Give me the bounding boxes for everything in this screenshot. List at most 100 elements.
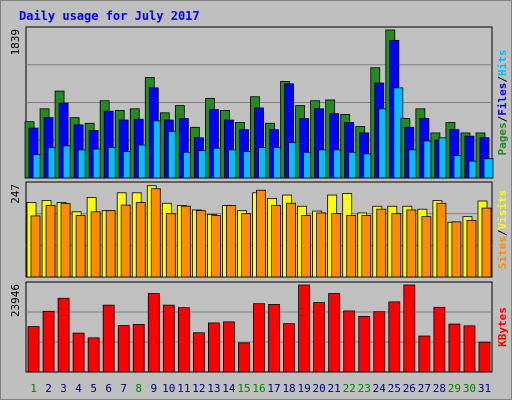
x-tick-label-day-10: 10 xyxy=(162,382,175,395)
x-tick-label-day-26: 26 xyxy=(403,382,416,395)
bottom-bar-kbytes-day-15 xyxy=(238,342,250,373)
middle-bar-sites-day-16 xyxy=(256,189,266,278)
middle-bar-sites-day-3 xyxy=(60,203,71,278)
x-tick-label-day-20: 20 xyxy=(313,382,326,395)
bottom-bar-kbytes-day-13 xyxy=(208,322,220,373)
middle-bar-sites-day-11 xyxy=(180,205,191,278)
middle-legend: Sites/Visits xyxy=(496,190,509,270)
x-tick-label-day-8: 8 xyxy=(135,382,142,395)
x-tick-label-day-31: 31 xyxy=(478,382,491,395)
x-tick-label-day-19: 19 xyxy=(297,382,310,395)
x-tick-label-day-21: 21 xyxy=(328,382,341,395)
bottom-bar-kbytes-day-23 xyxy=(358,316,371,373)
bottom-bar-kbytes-day-14 xyxy=(223,321,235,373)
bottom-bar-kbytes-day-12 xyxy=(192,332,205,373)
bottom-legend: KBytes xyxy=(496,307,509,347)
bottom-bar-kbytes-day-30 xyxy=(463,325,476,373)
bottom-legend-item: KBytes xyxy=(496,307,509,347)
x-tick-label-day-15: 15 xyxy=(237,382,250,395)
middle-bar-sites-day-7 xyxy=(120,204,131,278)
x-tick-label-day-24: 24 xyxy=(373,382,387,395)
bottom-bar-kbytes-day-16 xyxy=(253,303,265,373)
x-tick-label-day-1: 1 xyxy=(30,382,37,395)
bottom-bar-kbytes-day-9 xyxy=(147,293,160,373)
x-tick-label-day-6: 6 xyxy=(105,382,112,395)
bottom-bar-kbytes-day-5 xyxy=(87,337,100,373)
top-legend-item: / xyxy=(496,76,509,83)
middle-bar-sites-day-2 xyxy=(45,205,56,278)
x-tick-label-day-11: 11 xyxy=(177,382,190,395)
middle-bar-sites-day-5 xyxy=(90,211,101,278)
middle-bar-sites-day-22 xyxy=(346,215,357,278)
x-tick-label-day-9: 9 xyxy=(150,382,157,395)
x-tick-label-day-16: 16 xyxy=(252,382,265,395)
top-legend-item: Files xyxy=(496,83,509,116)
bottom-bar-kbytes-day-11 xyxy=(177,307,190,373)
middle-bar-sites-day-18 xyxy=(286,202,296,278)
middle-bar-sites-day-24 xyxy=(376,208,387,278)
bottom-bar-kbytes-day-7 xyxy=(117,325,130,373)
middle-bar-sites-day-20 xyxy=(316,212,327,278)
middle-bar-sites-day-19 xyxy=(301,215,311,278)
middle-bar-sites-day-28 xyxy=(436,202,447,278)
top-legend-item: Hits xyxy=(496,50,509,77)
bottom-bar-kbytes-day-20 xyxy=(313,302,326,373)
top-legend-item: Pages xyxy=(496,122,509,155)
middle-max-label: 247 xyxy=(9,184,22,204)
middle-bar-sites-day-14 xyxy=(226,205,236,278)
bottom-bar-kbytes-day-25 xyxy=(388,301,401,373)
bottom-bar-kbytes-day-4 xyxy=(72,332,85,373)
middle-legend-item: / xyxy=(496,229,509,236)
x-tick-label-day-14: 14 xyxy=(222,382,236,395)
x-tick-label-day-17: 17 xyxy=(267,382,280,395)
bottom-bar-kbytes-day-27 xyxy=(418,335,431,373)
middle-bar-sites-day-4 xyxy=(75,215,86,278)
x-tick-label-day-2: 2 xyxy=(45,382,52,395)
middle-legend-item: Visits xyxy=(496,190,509,230)
bottom-bar-kbytes-day-2 xyxy=(42,310,55,373)
middle-bar-sites-day-27 xyxy=(421,216,432,278)
middle-bar-sites-day-6 xyxy=(105,210,116,278)
bottom-bar-kbytes-day-6 xyxy=(102,304,115,373)
x-tick-label-day-28: 28 xyxy=(433,382,446,395)
bottom-bar-kbytes-day-28 xyxy=(433,306,446,373)
x-tick-label-day-18: 18 xyxy=(282,382,295,395)
bottom-bar-kbytes-day-29 xyxy=(448,323,461,373)
middle-bar-sites-day-29 xyxy=(451,221,462,278)
bottom-bar-kbytes-day-8 xyxy=(132,324,145,373)
middle-bar-sites-day-1 xyxy=(30,215,41,278)
middle-bar-sites-day-12 xyxy=(195,210,206,278)
top-max-label: 1839 xyxy=(9,29,22,56)
bottom-bar-kbytes-day-3 xyxy=(57,297,70,373)
middle-bar-sites-day-10 xyxy=(165,213,176,278)
x-tick-label-day-25: 25 xyxy=(388,382,401,395)
middle-bar-sites-day-31 xyxy=(481,207,492,278)
chart-title: Daily usage for July 2017 xyxy=(19,9,200,23)
x-tick-label-day-12: 12 xyxy=(192,382,205,395)
middle-bar-sites-day-26 xyxy=(406,209,417,278)
middle-bar-sites-day-25 xyxy=(391,213,402,278)
bottom-bar-kbytes-day-1 xyxy=(27,326,40,373)
bottom-bar-kbytes-day-22 xyxy=(343,310,356,373)
middle-bar-sites-day-17 xyxy=(271,205,281,278)
middle-bar-sites-day-8 xyxy=(135,202,146,278)
x-tick-label-day-7: 7 xyxy=(120,382,127,395)
middle-bar-sites-day-23 xyxy=(361,215,372,278)
middle-bar-sites-day-9 xyxy=(150,188,161,278)
x-tick-label-day-3: 3 xyxy=(60,382,67,395)
middle-bar-sites-day-15 xyxy=(241,213,251,278)
top-bar-pages-day-31 xyxy=(483,158,494,179)
bottom-max-label: 23946 xyxy=(9,284,22,317)
top-legend: Pages/Files/Hits xyxy=(496,50,509,156)
x-tick-label-day-4: 4 xyxy=(75,382,82,395)
x-tick-label-day-5: 5 xyxy=(90,382,97,395)
top-legend-item: / xyxy=(496,115,509,122)
middle-bar-sites-day-13 xyxy=(211,215,221,278)
x-tick-label-day-27: 27 xyxy=(418,382,431,395)
bottom-bar-kbytes-day-17 xyxy=(268,304,280,373)
middle-bar-sites-day-30 xyxy=(466,219,477,278)
x-tick-label-day-13: 13 xyxy=(207,382,220,395)
x-tick-label-day-22: 22 xyxy=(343,382,356,395)
